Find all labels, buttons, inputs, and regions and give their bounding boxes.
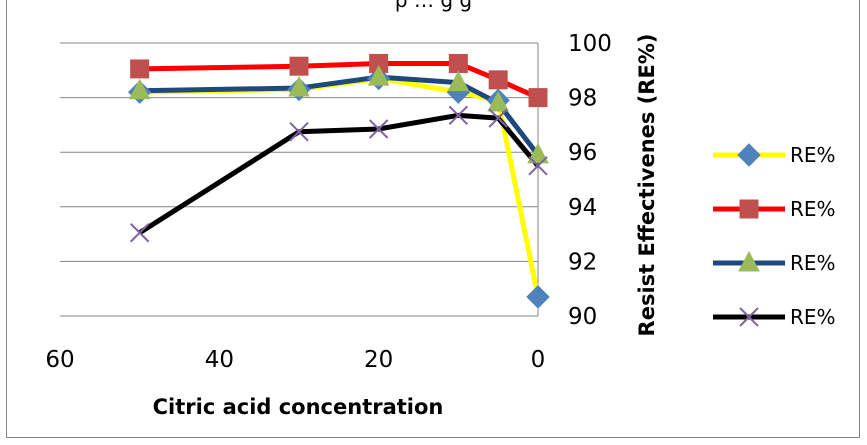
data-point-series-2 (130, 59, 150, 79)
data-point-series-3 (487, 90, 509, 112)
y-tick-label: 94 (568, 195, 597, 221)
legend-swatch-marker (738, 250, 760, 272)
data-point-series-3 (288, 75, 310, 97)
legend-swatch-marker (737, 143, 761, 167)
y-tick-label: 90 (568, 304, 597, 330)
tick-labels: 90 92 94 96 98 100 60 40 20 0 (45, 31, 612, 373)
legend-label: RE% (790, 197, 836, 221)
x-marker-stroke (289, 122, 309, 142)
series-markers (127, 53, 550, 309)
legend-item-2: RE% (713, 197, 836, 221)
x-marker-stroke (739, 307, 759, 327)
legend-label: RE% (790, 143, 836, 167)
legend-label: RE% (790, 305, 836, 329)
x-marker-stroke (448, 105, 469, 126)
data-point-series-2 (488, 70, 508, 90)
data-point-series-4 (289, 122, 309, 142)
data-point-series-4 (129, 223, 150, 243)
x-marker-stroke (488, 108, 508, 128)
x-tick-label: 60 (45, 347, 74, 373)
data-point-series-2 (528, 88, 548, 108)
data-point-series-1 (526, 285, 550, 309)
x-tick-label: 0 (531, 347, 546, 373)
y-tick-label: 92 (568, 249, 597, 275)
cropped-header-text: p … g g (394, 0, 473, 12)
legend-swatch-marker (739, 199, 759, 219)
y-tick-label: 100 (568, 31, 612, 57)
data-point-series-2 (289, 56, 309, 76)
legend-label: RE% (790, 251, 836, 275)
legend-swatch-marker (739, 307, 759, 327)
data-point-series-4 (368, 119, 389, 139)
series-line-1 (139, 75, 541, 298)
y-tick-label: 98 (568, 86, 597, 112)
y-tick-label: 96 (568, 140, 597, 166)
legend-item-3: RE% (713, 250, 836, 275)
x-marker-stroke (129, 223, 150, 243)
data-point-series-3 (447, 70, 470, 92)
data-point-series-3 (128, 78, 151, 100)
x-axis-title: Citric acid concentration (153, 395, 444, 419)
x-marker-stroke (528, 156, 548, 176)
data-point-series-3 (527, 142, 549, 164)
y-axis-title: Resist Effectivenes (RE%) (635, 34, 659, 337)
data-point-series-3 (367, 65, 390, 86)
data-point-series-4 (488, 108, 508, 128)
legend-item-1: RE% (713, 143, 836, 167)
x-marker-stroke (368, 119, 389, 139)
legend-item-4: RE% (713, 305, 836, 329)
x-tick-label: 20 (364, 347, 393, 373)
legend: RE% RE% RE% RE% (713, 143, 836, 329)
series-line-4 (138, 112, 540, 235)
data-point-series-4 (528, 156, 548, 176)
x-tick-label: 40 (205, 347, 234, 373)
data-point-series-2 (448, 53, 468, 73)
data-point-series-4 (448, 105, 469, 126)
